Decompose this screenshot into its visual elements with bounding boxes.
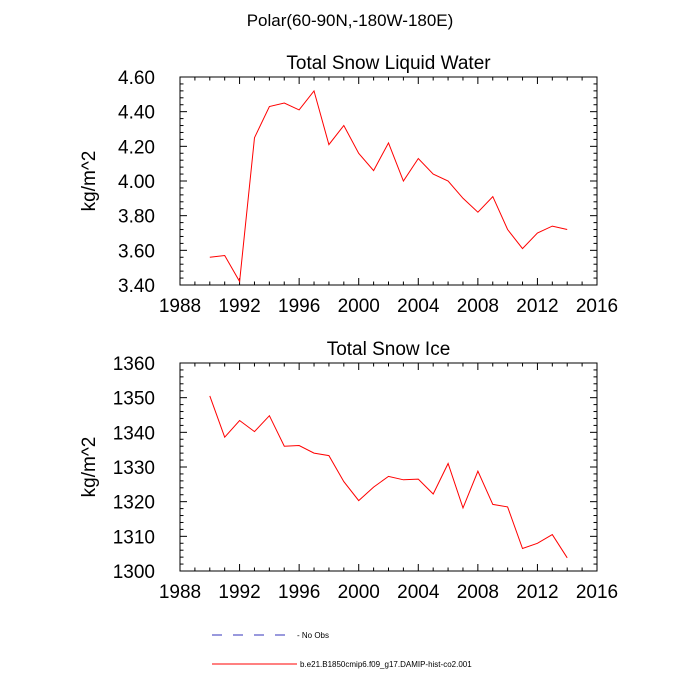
y-tick-label: 4.00 (118, 172, 155, 193)
x-tick-label: 2000 (338, 582, 380, 603)
plot-frame-2 (179, 362, 598, 572)
x-tick-label: 2004 (397, 582, 440, 603)
y-tick-label: 3.60 (118, 241, 155, 262)
x-tick-label: 2008 (457, 582, 499, 603)
y-tick-label: 1330 (113, 458, 155, 479)
y-tick-label: 3.80 (118, 207, 155, 228)
x-tick-label: 1996 (278, 582, 320, 603)
panel-title-2: Total Snow Ice (327, 339, 451, 360)
panel-title-1: Total Snow Liquid Water (286, 53, 491, 74)
x-tick-label: 1988 (159, 296, 201, 317)
y-tick-label: 4.40 (118, 103, 155, 124)
x-tick-label: 1992 (218, 582, 260, 603)
y-axis-label-2: kg/m^2 (79, 437, 100, 498)
y-tick-label: 4.20 (118, 137, 155, 158)
x-tick-label: 2000 (338, 296, 380, 317)
y-tick-label: 3.40 (118, 276, 155, 297)
x-tick-label: 2004 (397, 296, 440, 317)
y-tick-label: 4.60 (118, 68, 155, 89)
x-tick-label: 2016 (576, 582, 618, 603)
x-tick-label: 2008 (457, 296, 499, 317)
y-tick-label: 1310 (113, 527, 155, 548)
y-axis-label-1: kg/m^2 (79, 151, 100, 212)
y-tick-label: 1320 (113, 493, 155, 514)
x-tick-label: 1992 (218, 296, 260, 317)
y-tick-label: 1360 (113, 354, 155, 375)
x-tick-label: 1988 (159, 582, 201, 603)
series-line-1 (209, 89, 568, 284)
x-tick-label: 2012 (516, 296, 558, 317)
y-tick-label: 1340 (113, 423, 155, 444)
x-tick-label: 2012 (516, 582, 558, 603)
legend-label-model: b.e21.B1850cmip6.f09_g17.DAMIP-hist-co2.… (300, 660, 472, 669)
figure-title: Polar(60-90N,-180W-180E) (246, 11, 454, 30)
x-tick-label: 1996 (278, 296, 320, 317)
x-tick-label: 2016 (576, 296, 618, 317)
y-tick-label: 1300 (113, 562, 155, 583)
legend-label-no-obs: - No Obs (297, 631, 329, 640)
y-tick-label: 1350 (113, 389, 155, 410)
series-line-2 (209, 395, 568, 559)
